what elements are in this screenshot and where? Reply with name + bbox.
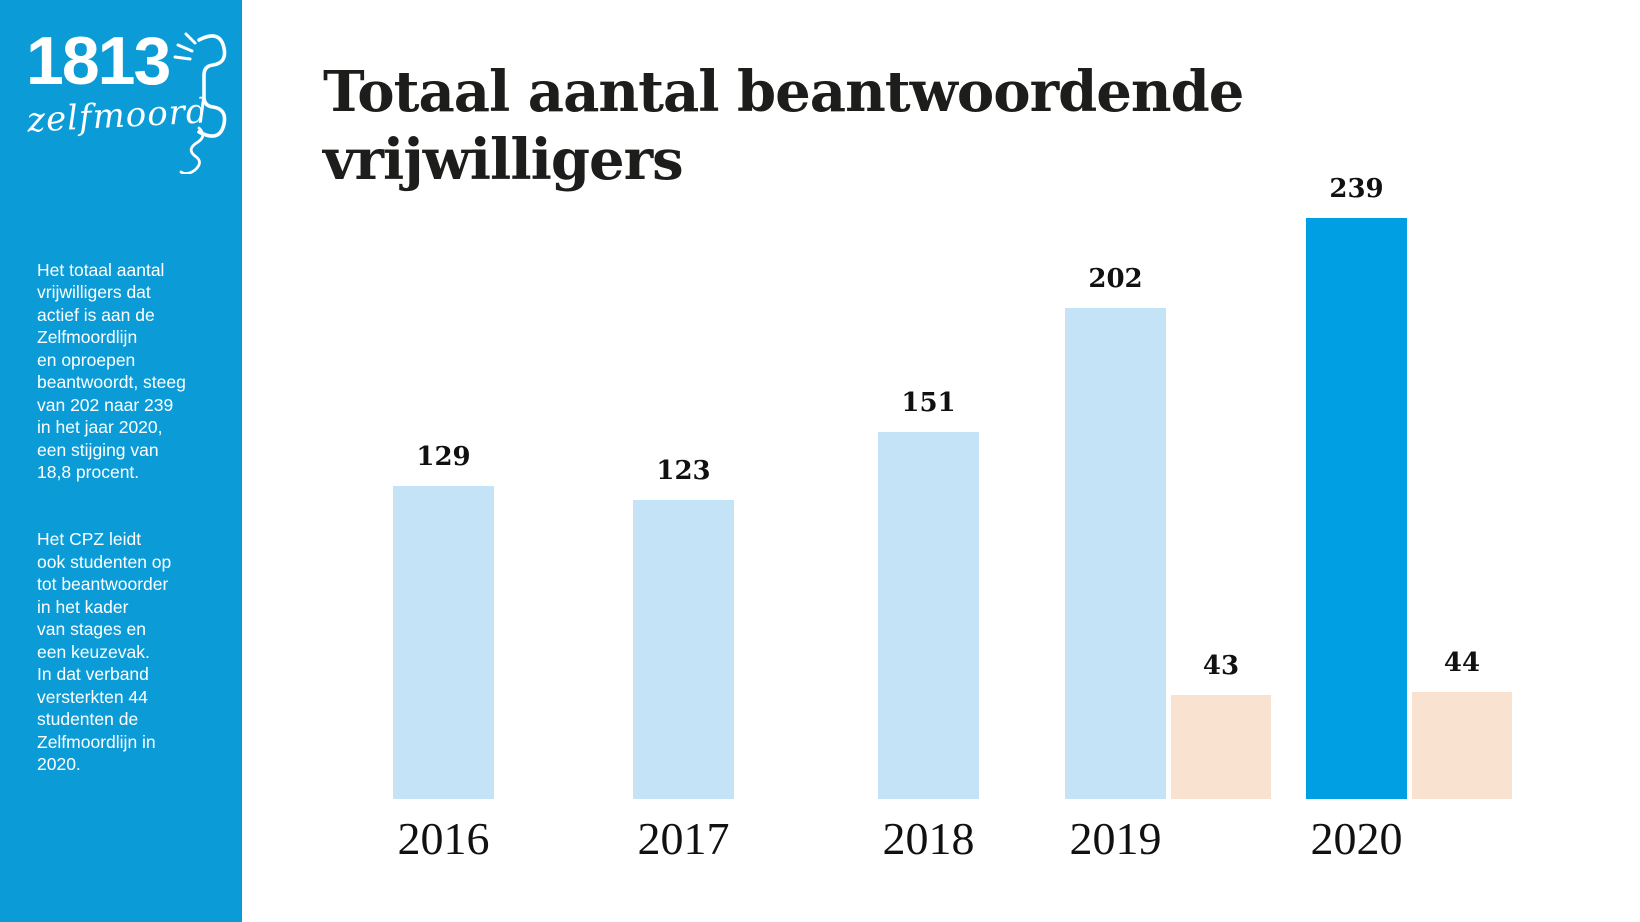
- bar-studenten-2020: [1412, 692, 1512, 799]
- bar-2018: [878, 432, 979, 799]
- bar-studenten-value-2019: 43: [1202, 651, 1240, 681]
- year-label-2019: 2019: [1069, 813, 1162, 864]
- year-label-2020: 2020: [1310, 813, 1403, 864]
- bar-value-2016: 129: [416, 442, 471, 472]
- bar-2019: [1065, 308, 1166, 799]
- sidebar-paragraph-1: Het totaal aantal vrijwilligers dat acti…: [37, 259, 186, 483]
- telephone-handset-icon: [173, 32, 227, 174]
- bar-value-2020: 239: [1329, 174, 1384, 204]
- bar-studenten-2019: [1171, 695, 1271, 799]
- logo-number: 1813: [26, 23, 171, 99]
- bar-value-2019: 202: [1088, 264, 1143, 294]
- sidebar-description: Het totaal aantal vrijwilligers dat acti…: [37, 236, 217, 820]
- bar-value-2018: 151: [901, 388, 956, 418]
- bar-studenten-value-2020: 44: [1443, 648, 1481, 678]
- bar-value-2017: 123: [656, 456, 711, 486]
- bar-2017: [633, 500, 734, 799]
- sidebar: 1813 zelfmoord Het totaal aantal vrijwil…: [0, 0, 242, 922]
- year-label-2018: 2018: [882, 813, 975, 864]
- bar-2016: [393, 486, 494, 799]
- bar-2020: [1306, 218, 1407, 799]
- logo-1813-zelfmoordlijn: 1813 zelfmoord: [0, 0, 242, 200]
- year-label-2016: 2016: [397, 813, 490, 864]
- year-label-2017: 2017: [637, 813, 730, 864]
- page-title: Totaal aantal beantwoordende vrijwillige…: [323, 59, 1244, 193]
- sidebar-paragraph-2: Het CPZ leidt ook studenten op tot beant…: [37, 529, 172, 774]
